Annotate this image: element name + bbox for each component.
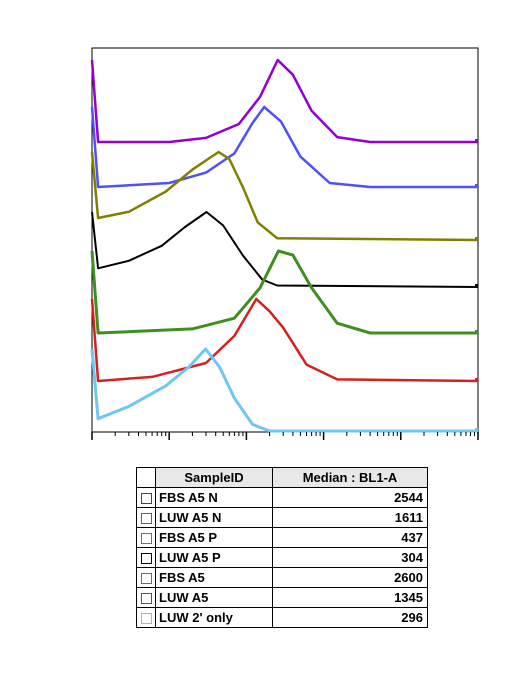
table-row: LUW A5 P 304 [136,547,428,568]
legend-header-median: Median : BL1-A [272,467,428,488]
legend-swatch [140,593,152,605]
legend-header-row: SampleID Median : BL1-A [136,467,428,488]
legend-swatch-cell [136,487,156,508]
series-end-marker [475,237,478,241]
table-row: FBS A5 N 2544 [136,487,428,508]
table-row: LUW A5 1345 [136,587,428,608]
series-end-marker [475,378,478,382]
sample-id: LUW 2' only [155,607,273,628]
legend-swatch-cell [136,607,156,628]
median-value: 1345 [272,587,428,608]
median-value: 1611 [272,507,428,528]
median-value: 2600 [272,567,428,588]
series-end-marker [475,184,478,188]
series-line-fbs-a5-n [90,58,478,144]
series-end-marker [475,428,478,432]
table-row: FBS A5 2600 [136,567,428,588]
median-value: 437 [272,527,428,548]
median-value: 2544 [272,487,428,508]
x-axis [91,432,479,440]
series-end-marker [475,284,478,288]
sample-id: FBS A5 P [155,527,273,548]
series-line-fbs-a5-p [90,150,479,242]
series-layer [90,58,479,433]
legend-table: SampleID Median : BL1-A FBS A5 N 2544 LU… [136,467,428,628]
legend-swatch-cell [136,527,156,548]
series-end-marker [475,330,478,334]
legend-swatch-cell [136,587,156,608]
legend-swatch [140,573,152,585]
legend-swatch-cell [136,547,156,568]
median-value: 296 [272,607,428,628]
legend-header-sample: SampleID [155,467,273,488]
legend-swatch [140,493,152,505]
series-end-marker [475,139,478,143]
sample-id: LUW A5 P [155,547,273,568]
sample-id: LUW A5 N [155,507,273,528]
series-line-luw-a5-n [90,105,478,189]
series-line-fbs-a5 [90,249,478,335]
sample-id: LUW A5 [155,587,273,608]
legend-header-blank [136,467,156,488]
legend-swatch-cell [136,567,156,588]
histogram-overlay-chart [90,47,479,440]
legend-swatch [140,553,152,565]
series-line-luw-2-only [90,347,478,433]
legend-swatch [140,533,152,545]
series-line-luw-a5-p [91,211,479,288]
sample-id: FBS A5 [155,567,273,588]
table-row: LUW A5 N 1611 [136,507,428,528]
table-row: LUW 2' only 296 [136,607,428,628]
series-line-luw-a5 [90,297,479,383]
sample-id: FBS A5 N [155,487,273,508]
legend-swatch [140,613,152,625]
median-value: 304 [272,547,428,568]
legend-swatch-cell [136,507,156,528]
legend-swatch [140,513,152,525]
table-row: FBS A5 P 437 [136,527,428,548]
